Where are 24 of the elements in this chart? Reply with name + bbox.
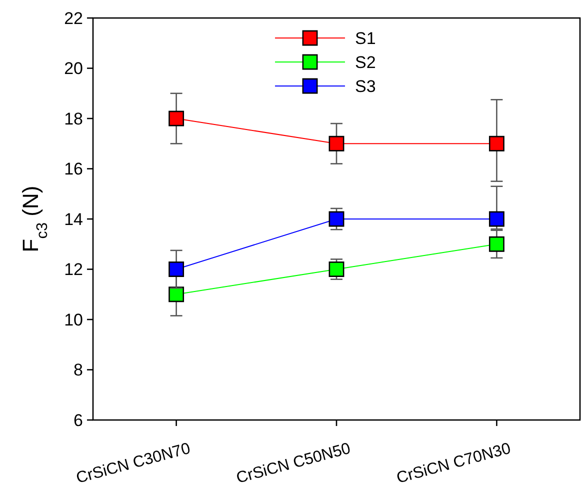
- legend-label: S1: [355, 28, 376, 48]
- point: [488, 236, 504, 252]
- x-tick-label: CrSiCN C50N50: [234, 440, 353, 488]
- y-tick-label: 20: [64, 59, 83, 78]
- point: [168, 286, 184, 302]
- point: [168, 262, 184, 277]
- y-tick-label: 12: [64, 260, 83, 280]
- y-tick-label: 8: [74, 360, 83, 380]
- y-tick-label: 14: [64, 210, 83, 229]
- point: [328, 136, 344, 152]
- y-tick-label: 10: [64, 310, 83, 330]
- x-tick-label: CrSiCN C70N30: [394, 440, 513, 488]
- x-tick-label: CrSiCN C30N70: [74, 440, 192, 488]
- point: [488, 136, 504, 152]
- y-tick-label: 18: [64, 109, 83, 128]
- y-tick-label: 6: [74, 410, 83, 430]
- point: [328, 211, 344, 227]
- legend-label: S3: [355, 76, 376, 96]
- y-tick-label: 16: [64, 160, 83, 179]
- legend-label: S2: [355, 52, 376, 72]
- y-tick-label: 22: [64, 8, 83, 28]
- point: [488, 211, 504, 227]
- point: [168, 110, 184, 126]
- point: [328, 262, 344, 277]
